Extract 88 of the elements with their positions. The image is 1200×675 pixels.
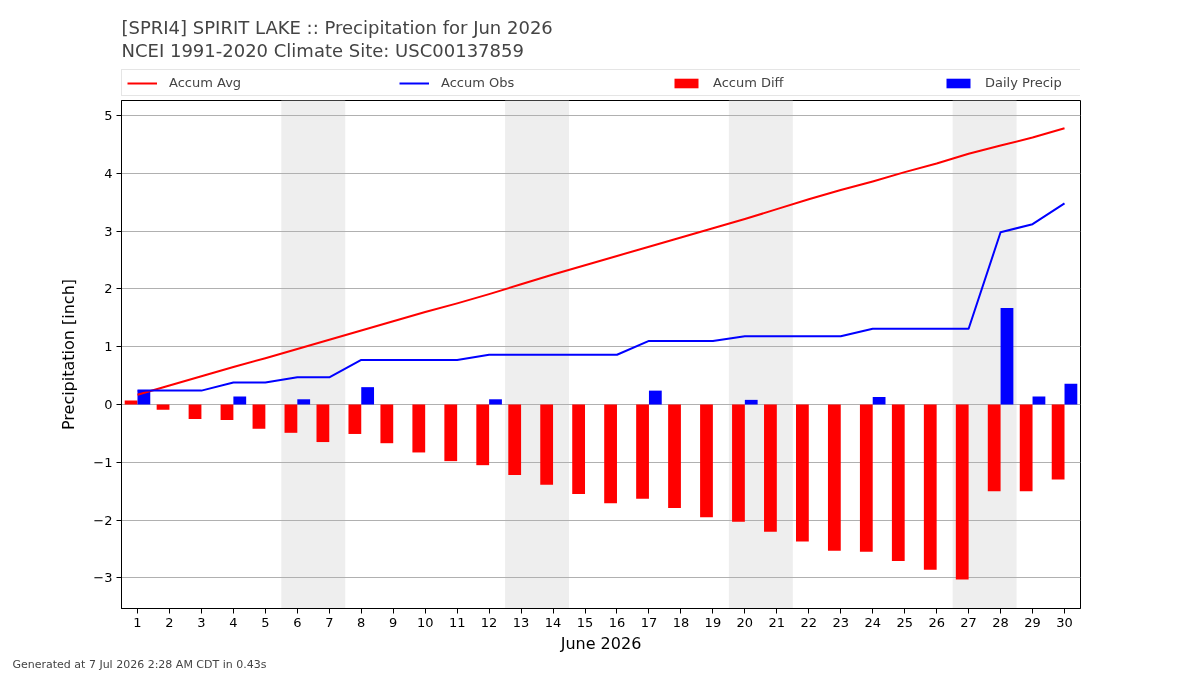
y-tick-label: 4: [104, 165, 113, 181]
bar: [412, 404, 426, 453]
bar: [1051, 404, 1065, 480]
bar: [700, 404, 713, 518]
x-tick-label: 13: [512, 614, 530, 630]
legend-label: Accum Avg: [169, 75, 243, 90]
x-tick-label: 9: [389, 614, 398, 630]
x-tick-label: 29: [1024, 614, 1041, 630]
x-tick-label: 4: [229, 614, 238, 630]
bar: [572, 404, 586, 495]
bar: [252, 404, 266, 429]
bar: [476, 404, 490, 466]
bar: [859, 404, 873, 552]
bar: [604, 404, 617, 504]
x-tick-label: 14: [544, 614, 562, 630]
bar: [668, 404, 681, 508]
bar: [636, 404, 649, 499]
bar: [316, 404, 330, 443]
x-tick-label: 27: [960, 614, 977, 630]
bar: [1032, 396, 1046, 405]
bar: [1019, 404, 1033, 492]
bar: [297, 399, 311, 405]
bar: [444, 404, 458, 462]
x-tick-label: 24: [864, 614, 881, 630]
x-tick-label: 11: [448, 614, 466, 630]
x-tick-label: 18: [672, 614, 690, 630]
bar: [156, 404, 170, 410]
bar: [764, 404, 777, 532]
bar: [891, 404, 905, 562]
bar: [732, 404, 745, 522]
bar: [284, 404, 298, 433]
x-tick-label: 21: [768, 614, 786, 630]
x-tick-label: 17: [640, 614, 658, 630]
y-axis-title: Precipitation [inch]: [59, 278, 79, 431]
x-tick-label: 19: [704, 614, 722, 630]
y-tick-label: 2: [104, 281, 113, 297]
x-axis-title: June 2026: [559, 633, 642, 653]
x-tick-label: 15: [576, 614, 594, 630]
x-tick-label: 25: [896, 614, 913, 630]
bar: [987, 404, 1001, 492]
legend-label: Daily Precip: [985, 75, 1063, 90]
x-tick-label: 5: [261, 614, 270, 630]
y-tick-label: 3: [104, 223, 113, 239]
x-tick-label: 1: [133, 614, 142, 630]
x-tick-label: 8: [357, 614, 366, 630]
bar: [361, 387, 375, 405]
bar: [955, 404, 969, 580]
x-tick-label: 30: [1056, 614, 1073, 630]
bar: [540, 404, 554, 485]
text: Generated at 7 Jul 2026 2:28 AM CDT in 0.43s: [12, 657, 267, 671]
x-tick-label: 2: [165, 614, 174, 630]
x-tick-label: 20: [736, 614, 754, 630]
x-tick-label: 10: [416, 614, 434, 630]
legend-label: Accum Diff: [713, 75, 785, 90]
chart-subtitle: NCEI 1991-2020 Climate Site: USC00137859: [121, 39, 524, 61]
y-tick-label: −3: [93, 570, 113, 586]
y-tick-label: 1: [104, 339, 113, 355]
bar: [348, 404, 362, 434]
bar: [508, 404, 522, 475]
x-tick-label: 12: [480, 614, 498, 630]
bar: [796, 404, 809, 542]
x-tick-label: 16: [608, 614, 626, 630]
bar: [124, 400, 138, 405]
bar: [1000, 307, 1014, 405]
bar: [827, 404, 841, 551]
bar: [1064, 383, 1078, 405]
bar: [188, 404, 202, 419]
x-tick-label: 26: [928, 614, 945, 630]
bar: [872, 396, 886, 405]
x-tick-label: 7: [325, 614, 334, 630]
x-tick-label: 23: [832, 614, 850, 630]
legend-label: Accum Obs: [441, 75, 516, 90]
chart-title: [SPRI4] SPIRIT LAKE :: Precipitation for Jun 2026: [121, 16, 553, 38]
x-tick-label: 3: [197, 614, 206, 630]
x-tick-label: 28: [992, 614, 1009, 630]
bar: [380, 404, 394, 444]
x-tick-label: 6: [293, 614, 302, 630]
line-series: [136, 127, 1066, 396]
y-tick-label: 5: [104, 108, 113, 124]
y-tick-label: −1: [93, 454, 113, 470]
bar: [648, 390, 662, 405]
x-tick-label: 22: [800, 614, 818, 630]
y-tick-label: 0: [104, 396, 113, 412]
y-tick-label: −2: [93, 512, 113, 528]
bar: [220, 404, 234, 421]
bar: [233, 396, 247, 405]
bar: [923, 404, 937, 570]
bar: [489, 399, 502, 405]
